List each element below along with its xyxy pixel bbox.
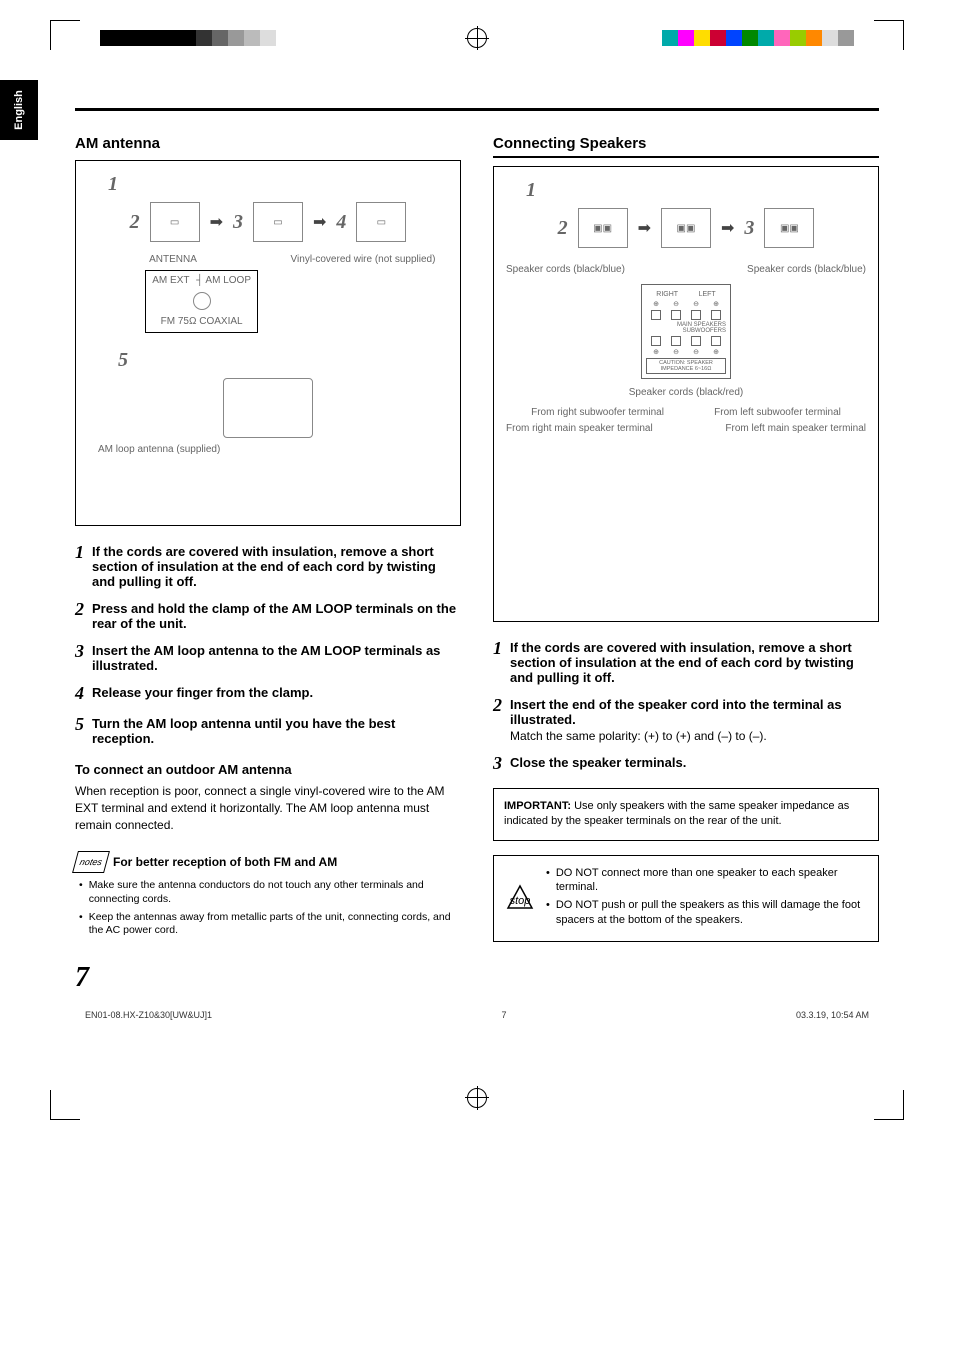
from-left-main: From left main speaker terminal [725, 423, 866, 435]
fm-label: FM 75Ω COAXIAL [152, 316, 251, 328]
arrow-icon: ➡ [210, 212, 223, 232]
am-antenna-heading: AM antenna [75, 135, 461, 152]
arrow-icon: ➡ [313, 212, 326, 232]
crop-mark [50, 20, 80, 50]
caution-icon: stop [504, 866, 536, 931]
note-item: Make sure the antenna conductors do not … [79, 879, 461, 906]
color-bars-right [662, 30, 854, 46]
step-text: Turn the AM loop antenna until you have … [92, 716, 395, 746]
step-text: Release your finger from the clamp. [92, 685, 313, 700]
diagram-row-234: 2 ▭ ➡ 3 ▭ ➡ 4 ▭ [130, 202, 407, 242]
diagram-step-2: 2 [558, 217, 568, 240]
cords-bb-right: Speaker cords (black/blue) [747, 264, 866, 276]
crop-mark [874, 20, 904, 50]
diagram-step-1: 1 [526, 179, 536, 202]
diagram-step-5: 5 [118, 349, 128, 372]
language-label: English [13, 90, 25, 130]
step-item: 3Insert the AM loop antenna to the AM LO… [75, 641, 461, 673]
step-item: 2Insert the end of the speaker cord into… [493, 695, 879, 743]
am-diagram-content: 1 2 ▭ ➡ 3 ▭ ➡ 4 ▭ ANTENNA [88, 173, 448, 513]
am-antenna-diagram: 1 2 ▭ ➡ 3 ▭ ➡ 4 ▭ ANTENNA [75, 160, 461, 526]
wire-label: Vinyl-covered wire (not supplied) [278, 254, 448, 333]
important-box: IMPORTANT: Use only speakers with the sa… [493, 788, 879, 841]
caution-list: DO NOT connect more than one speaker to … [546, 866, 868, 931]
diagram-step-3: 3 [233, 211, 243, 234]
step-item: 4Release your finger from the clamp. [75, 683, 461, 704]
left-column: AM antenna 1 2 ▭ ➡ 3 ▭ ➡ 4 ▭ [75, 135, 461, 942]
step-item: 3Close the speaker terminals. [493, 753, 879, 774]
diagram-step-3: 3 [744, 217, 754, 240]
outdoor-am-body: When reception is poor, connect a single… [75, 783, 461, 833]
step-item: 1If the cords are covered with insulatio… [75, 542, 461, 589]
important-label: IMPORTANT: [504, 800, 571, 812]
footer-center: 7 [501, 1010, 506, 1020]
terminal-illustration: ▭ [150, 202, 200, 242]
terminal-illustration: ▭ [356, 202, 406, 242]
diagram-step-2: 2 [130, 211, 140, 234]
notes-list: Make sure the antenna conductors do not … [75, 879, 461, 938]
am-steps-list: 1If the cords are covered with insulatio… [75, 542, 461, 746]
footer: EN01-08.HX-Z10&30[UW&UJ]1 7 03.3.19, 10:… [75, 1010, 879, 1020]
step-text: If the cords are covered with insulation… [92, 544, 436, 589]
arrow-icon: ➡ [721, 218, 734, 238]
note-item: Keep the antennas away from metallic par… [79, 911, 461, 938]
amloop-small-label: AM LOOP [205, 275, 251, 286]
terminal-panel: RIGHTLEFT ⊕⊖⊖⊕ MAIN SPEAKERS SUBWOOFERS … [641, 284, 731, 379]
diagram-row-23: 2 ▣▣ ➡ ▣▣ ➡ 3 ▣▣ [558, 208, 815, 248]
diagram-step-4: 4 [336, 211, 346, 234]
cords-bb-left: Speaker cords (black/blue) [506, 264, 625, 276]
color-bars-left [100, 30, 292, 46]
step-item: 5Turn the AM loop antenna until you have… [75, 714, 461, 746]
registration-mark [467, 28, 487, 48]
svg-text:stop: stop [510, 895, 531, 907]
crop-mark [874, 1090, 904, 1120]
antenna-label: ANTENNA [88, 254, 258, 266]
step-subtext: Match the same polarity: (+) to (+) and … [510, 729, 879, 743]
step-text: Insert the AM loop antenna to the AM LOO… [92, 643, 440, 673]
step-text: Close the speaker terminals. [510, 755, 686, 770]
step-text: Press and hold the clamp of the AM LOOP … [92, 601, 456, 631]
from-left-sub: From left subwoofer terminal [714, 407, 841, 419]
terminal-illustration: ▣▣ [764, 208, 814, 248]
caution-item: DO NOT push or pull the speakers as this… [546, 898, 868, 927]
columns: AM antenna 1 2 ▭ ➡ 3 ▭ ➡ 4 ▭ [75, 135, 879, 942]
page-content: English AM antenna 1 2 ▭ ➡ 3 ▭ ➡ 4 ▭ [0, 80, 954, 1060]
step-text: Insert the end of the speaker cord into … [510, 697, 842, 727]
notes-title: For better reception of both FM and AM [113, 855, 337, 869]
arrow-icon: ➡ [638, 218, 651, 238]
speaker-steps-list: 1If the cords are covered with insulatio… [493, 638, 879, 774]
step-item: 1If the cords are covered with insulatio… [493, 638, 879, 685]
caution-box: stop DO NOT connect more than one speake… [493, 855, 879, 942]
connecting-speakers-heading: Connecting Speakers [493, 135, 879, 158]
speaker-diagram: 1 2 ▣▣ ➡ ▣▣ ➡ 3 ▣▣ Speaker cords (black/… [493, 166, 879, 622]
footer-left: EN01-08.HX-Z10&30[UW&UJ]1 [85, 1010, 212, 1020]
crop-mark [50, 1090, 80, 1120]
terminal-illustration: ▭ [253, 202, 303, 242]
amext-label: AM EXT [152, 275, 189, 286]
diagram-step-1: 1 [108, 173, 118, 196]
page-number: 7 [75, 962, 879, 994]
footer-right: 03.3.19, 10:54 AM [796, 1010, 869, 1020]
cords-br: Speaker cords (black/red) [629, 387, 744, 399]
notes-icon: notes [72, 851, 110, 873]
amloop-supplied-label: AM loop antenna (supplied) [98, 444, 220, 456]
language-tab: English [0, 80, 38, 140]
caution-item: DO NOT connect more than one speaker to … [546, 866, 868, 895]
from-right-main: From right main speaker terminal [506, 423, 653, 435]
terminal-illustration: ▣▣ [661, 208, 711, 248]
step-item: 2Press and hold the clamp of the AM LOOP… [75, 599, 461, 631]
terminal-illustration: ▣▣ [578, 208, 628, 248]
step-text: If the cords are covered with insulation… [510, 640, 854, 685]
outdoor-am-heading: To connect an outdoor AM antenna [75, 762, 461, 777]
speaker-diagram-content: 1 2 ▣▣ ➡ ▣▣ ➡ 3 ▣▣ Speaker cords (black/… [506, 179, 866, 609]
notes-heading: notes For better reception of both FM an… [75, 851, 461, 873]
right-column: Connecting Speakers 1 2 ▣▣ ➡ ▣▣ ➡ 3 ▣▣ S… [493, 135, 879, 942]
print-marks-bottom [0, 1060, 954, 1140]
crop-marks-bottom [0, 1090, 954, 1120]
top-rule [75, 108, 879, 111]
am-loop-illustration [223, 378, 313, 438]
from-right-sub: From right subwoofer terminal [531, 407, 664, 419]
print-marks-top [0, 0, 954, 80]
